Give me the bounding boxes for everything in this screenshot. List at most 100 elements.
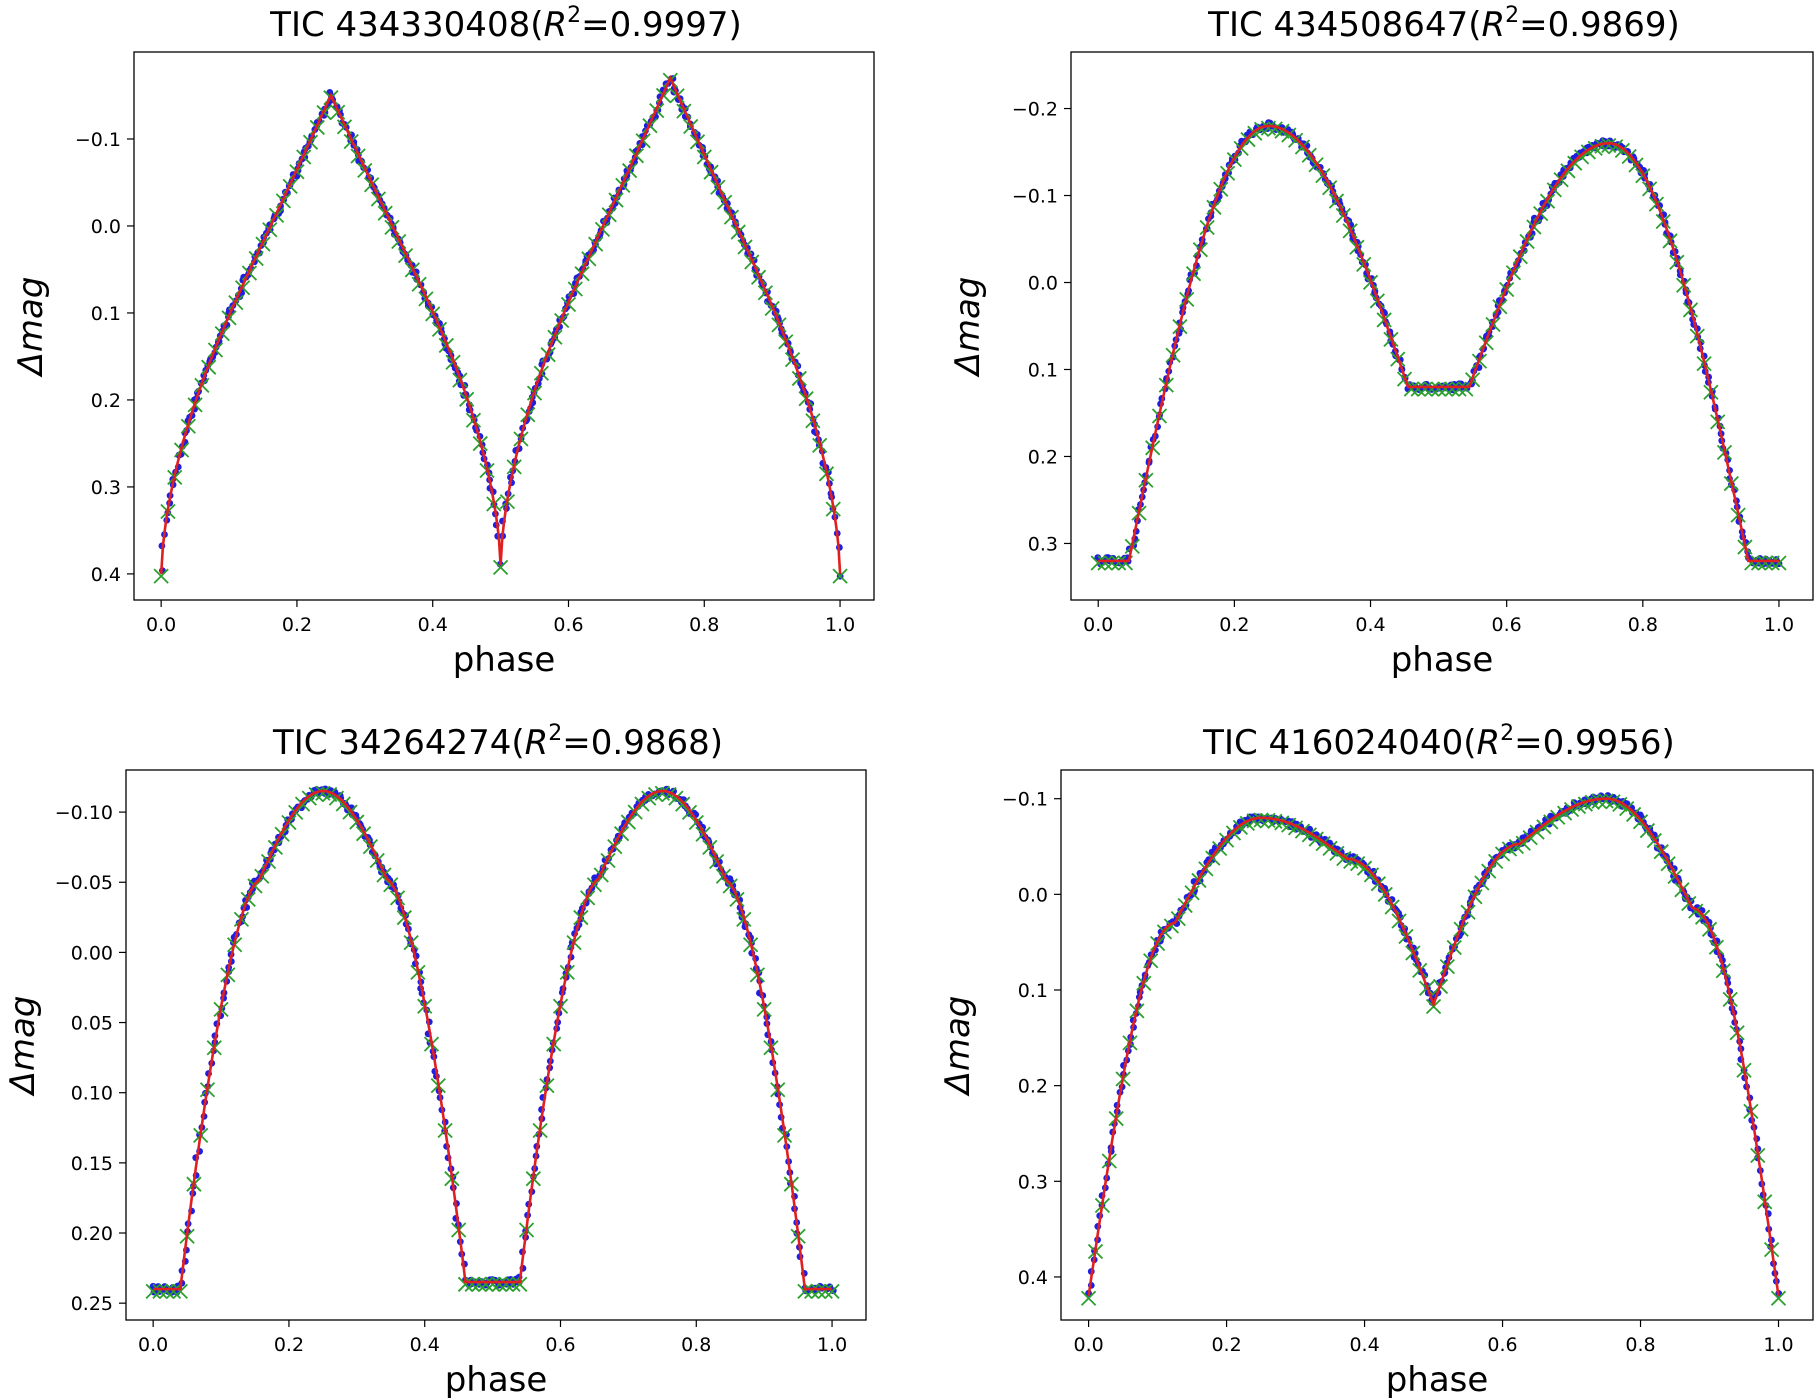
chart-title: TIC 416024040(R2=0.9956) — [1202, 721, 1675, 763]
y-tick-label: 0.0 — [1018, 884, 1048, 906]
y-tick-label: 0.1 — [1018, 980, 1048, 1002]
y-tick-label: −0.1 — [75, 129, 121, 151]
title-superscript: 2 — [1500, 721, 1514, 746]
fit-marker — [457, 1276, 474, 1292]
title-r: R — [525, 723, 549, 763]
chart-panel-3: TIC 34264274(R2=0.9868) 0.0 0.2 0.4 0.6 0.8 1.… — [3, 721, 867, 1400]
title-text: TIC 416024040( — [1202, 723, 1476, 763]
series-model-line — [159, 74, 842, 574]
plot-area — [1090, 119, 1787, 571]
series-observed — [149, 785, 837, 1296]
observed-point — [1094, 554, 1102, 561]
fit-marker — [1111, 555, 1127, 571]
title-text: TIC 434330408( — [269, 5, 543, 45]
fit-marker — [1090, 555, 1106, 571]
series-observed — [1085, 792, 1783, 1297]
x-tick-label: 0.8 — [689, 614, 719, 636]
chart-title: TIC 434330408(R2=0.9997) — [269, 3, 742, 45]
fit-marker — [478, 1276, 494, 1292]
fit-marker — [512, 1276, 528, 1292]
fit-marker — [1598, 793, 1614, 809]
fit-marker — [1417, 381, 1433, 397]
x-tick-label: 0.2 — [1211, 1334, 1241, 1356]
y-tick-label: 0.4 — [91, 564, 121, 586]
x-tick-label: 1.0 — [1763, 1334, 1793, 1356]
y-tick-label: 0.00 — [71, 942, 113, 964]
x-tick-label: 0.4 — [410, 1334, 440, 1356]
title-r: R — [1481, 5, 1505, 45]
fit-marker — [797, 1283, 813, 1299]
y-tick-label: −0.10 — [55, 802, 113, 824]
x-tick-label: 0.6 — [1487, 1334, 1517, 1356]
fit-marker — [1424, 381, 1440, 397]
fit-marker — [1430, 381, 1447, 397]
axes-frame — [133, 51, 875, 601]
fit-marker — [1591, 793, 1607, 809]
axes-frame — [125, 769, 867, 1321]
y-tick-label: 0.25 — [71, 1293, 113, 1315]
x-axis-label: phase — [1391, 640, 1494, 680]
title-text: TIC 434508647( — [1207, 5, 1481, 45]
series-model-line — [1098, 124, 1779, 563]
x-tick-label: 0.0 — [146, 614, 176, 636]
fit-marker — [804, 1283, 820, 1299]
fit-marker — [1601, 137, 1617, 154]
x-tick-label: 0.4 — [418, 614, 448, 636]
fit-marker — [1757, 555, 1773, 571]
fit-marker — [1104, 555, 1120, 571]
fit-marker — [1437, 381, 1454, 397]
fit-marker — [1410, 381, 1426, 397]
x-tick-label: 0.8 — [681, 1334, 711, 1356]
fit-marker — [654, 785, 670, 801]
fit-marker — [1594, 138, 1610, 154]
series-model-line — [1087, 797, 1780, 1297]
fit-marker — [315, 785, 331, 801]
chart-panel-4: TIC 416024040(R2=0.9956) 0.0 0.2 0.4 0.6 0.8 1… — [938, 721, 1814, 1400]
x-tick-label: 1.0 — [817, 1334, 847, 1356]
y-tick-label: −0.05 — [55, 872, 113, 894]
y-axis-label: Δmag — [938, 996, 978, 1098]
plot-area — [1080, 792, 1787, 1306]
fit-marker — [817, 1283, 833, 1299]
fit-marker — [159, 1283, 175, 1299]
y-tick-label: 0.0 — [1028, 273, 1058, 295]
series-model-line — [153, 789, 833, 1291]
fit-marker — [145, 1283, 161, 1299]
y-tick-label: 0.1 — [91, 303, 121, 325]
title-value: =0.9956) — [1514, 723, 1675, 763]
x-tick-label: 0.8 — [1628, 614, 1658, 636]
y-tick-label: −0.2 — [1012, 99, 1058, 121]
x-axis-label: phase — [445, 1360, 548, 1400]
x-tick-label: 1.0 — [1764, 614, 1794, 636]
fit-marker — [1770, 1290, 1787, 1306]
fit-marker — [1750, 555, 1767, 571]
fit-marker — [172, 1283, 188, 1299]
fit-marker — [1451, 381, 1467, 397]
title-text: TIC 34264274( — [272, 723, 525, 763]
y-tick-label: −0.1 — [1012, 186, 1058, 208]
fit-marker — [505, 1276, 521, 1292]
fit-marker — [165, 1283, 182, 1299]
series-fit — [1090, 120, 1787, 571]
y-tick-label: 0.0 — [91, 216, 121, 238]
fit-marker — [1260, 812, 1276, 828]
title-superscript: 2 — [1505, 3, 1519, 28]
fit-marker — [832, 568, 848, 584]
chart-title: TIC 434508647(R2=0.9869) — [1207, 3, 1680, 45]
y-tick-label: 0.1 — [1028, 359, 1058, 381]
plot-area — [145, 785, 840, 1299]
y-axis-label: Δmag — [3, 996, 43, 1098]
y-tick-label: 0.15 — [71, 1153, 113, 1175]
series-fit — [145, 785, 840, 1299]
title-r: R — [1476, 723, 1500, 763]
x-axis-label: phase — [453, 640, 556, 680]
x-tick-label: 0.6 — [545, 1334, 575, 1356]
fit-marker — [810, 1283, 827, 1299]
title-value: =0.9869) — [1519, 5, 1680, 45]
x-tick-label: 0.6 — [553, 614, 583, 636]
y-tick-label: 0.10 — [71, 1083, 113, 1105]
x-tick-label: 0.2 — [274, 1334, 304, 1356]
fit-marker — [308, 786, 324, 803]
fit-marker — [1080, 1290, 1097, 1306]
fit-marker — [152, 1283, 168, 1299]
